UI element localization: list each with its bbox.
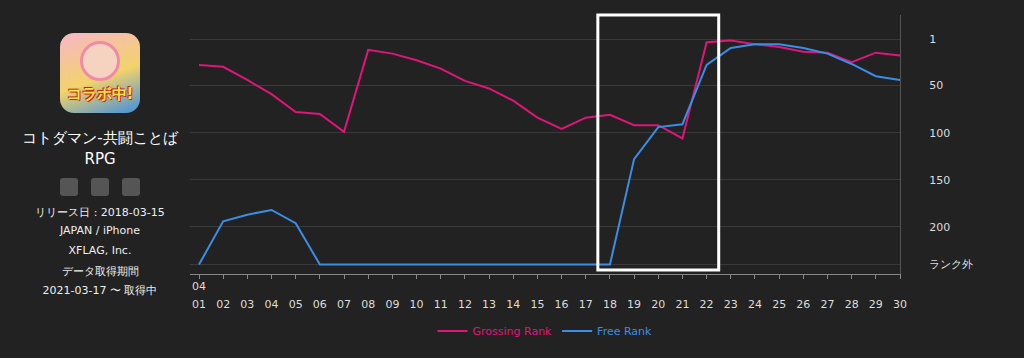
svg-text:30: 30 (893, 298, 907, 311)
svg-text:29: 29 (869, 298, 883, 311)
svg-text:10: 10 (410, 298, 424, 311)
svg-text:07: 07 (337, 298, 351, 311)
svg-text:25: 25 (772, 298, 786, 311)
html-text:データ取得期間: データ取得期間 (61, 265, 139, 278)
svg-text:28: 28 (845, 298, 859, 311)
svg-text:13: 13 (482, 298, 496, 311)
svg-text:17: 17 (579, 298, 593, 311)
svg-text:100: 100 (929, 127, 950, 140)
html-text:コラボ中!: コラボ中! (66, 85, 134, 103)
svg-text:22: 22 (700, 298, 714, 311)
svg-text:26: 26 (796, 298, 810, 311)
svg-text:21: 21 (675, 298, 689, 311)
svg-text:04: 04 (192, 280, 206, 293)
html-text:2021-03-17 〜 取得中: 2021-03-17 〜 取得中 (42, 284, 158, 297)
html-text:XFLAG, Inc.: XFLAG, Inc. (68, 244, 132, 257)
html-text:コトダマン-共闘ことばRPG: コトダマン-共闘ことばRPG (22, 129, 178, 168)
svg-text:04: 04 (265, 298, 279, 311)
svg-text:01: 01 (192, 298, 206, 311)
svg-text:Grossing Rank: Grossing Rank (473, 325, 553, 338)
svg-text:50: 50 (929, 79, 943, 92)
svg-text:23: 23 (724, 298, 738, 311)
svg-text:20: 20 (651, 298, 665, 311)
svg-text:200: 200 (929, 221, 950, 234)
svg-text:1: 1 (929, 33, 936, 46)
svg-text:12: 12 (458, 298, 472, 311)
svg-text:150: 150 (929, 174, 950, 187)
svg-text:08: 08 (361, 298, 375, 311)
svg-text:Free Rank: Free Rank (597, 325, 652, 338)
html-text:JAPAN / iPhone: JAPAN / iPhone (60, 224, 140, 237)
svg-text:19: 19 (627, 298, 641, 311)
svg-text:05: 05 (289, 298, 303, 311)
svg-text:ランク外: ランク外 (929, 258, 973, 271)
svg-text:24: 24 (748, 298, 762, 311)
svg-text:06: 06 (313, 298, 327, 311)
svg-text:16: 16 (555, 298, 569, 311)
svg-text:09: 09 (385, 298, 399, 311)
svg-text:18: 18 (603, 298, 617, 311)
svg-text:15: 15 (530, 298, 544, 311)
svg-text:11: 11 (434, 298, 448, 311)
html-text:リリース日 : 2018-03-15: リリース日 : 2018-03-15 (35, 206, 165, 219)
svg-text:27: 27 (820, 298, 834, 311)
svg-text:02: 02 (216, 298, 230, 311)
svg-text:14: 14 (506, 298, 520, 311)
svg-text:03: 03 (240, 298, 254, 311)
